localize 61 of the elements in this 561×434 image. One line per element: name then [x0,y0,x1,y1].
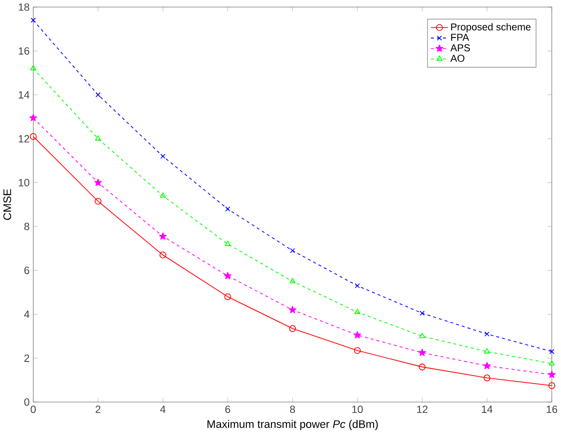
point [288,306,296,314]
point [420,310,425,316]
point [30,18,36,23]
point [418,348,426,356]
y-tick-label: 16 [18,47,30,55]
point [224,240,231,246]
y-tick-label: 12 [18,135,30,143]
y-tick-label: 2 [24,354,30,362]
x-tick-label: 6 [225,406,230,414]
y-tick-label: 0 [24,398,30,406]
y-tick-label: 8 [24,223,30,230]
point [290,248,296,254]
point [96,92,101,98]
y-tick-label: 18 [18,4,30,12]
x-tick-label: 4 [160,406,166,414]
point [94,198,102,205]
y-tick-label: 14 [18,91,30,99]
point [30,133,37,140]
point [30,65,36,71]
legend-label: Proposed scheme [451,23,531,33]
x-axis-title: Maximum transmit power Pc (dBm) [207,420,378,430]
point [354,308,360,314]
point [419,333,426,338]
point [483,362,491,370]
x-tick-label: 8 [290,406,295,414]
point [354,347,361,354]
point [160,192,166,198]
point [484,348,490,354]
x-tick-label: 10 [352,406,363,414]
point [225,206,230,212]
y-tick-label: 10 [18,179,30,187]
legend-label: APS [450,44,470,52]
point [484,332,490,337]
point [290,278,296,284]
point [548,370,556,378]
x-tick-label: 2 [96,406,100,414]
point [29,114,38,122]
y-tick-label: 4 [24,310,30,318]
point [548,360,555,366]
y-tick-label: 6 [24,266,30,274]
point [224,294,232,300]
legend-label: AO [450,54,464,62]
point [484,374,490,382]
point [160,154,166,160]
point [95,136,102,141]
point [549,349,554,354]
x-tick-label: 0 [30,406,36,414]
legend-label: FPA [451,34,470,41]
point [418,364,426,371]
point [289,325,296,332]
point [224,272,232,280]
x-tick-label: 16 [546,406,558,414]
y-axis-title: CMSE [3,189,12,220]
x-tick-label: 14 [482,406,493,414]
point [159,252,166,259]
point [94,178,102,186]
point [354,331,362,339]
x-tick-label: 12 [417,406,428,414]
point [548,382,556,390]
point [159,232,167,240]
point [354,283,360,289]
